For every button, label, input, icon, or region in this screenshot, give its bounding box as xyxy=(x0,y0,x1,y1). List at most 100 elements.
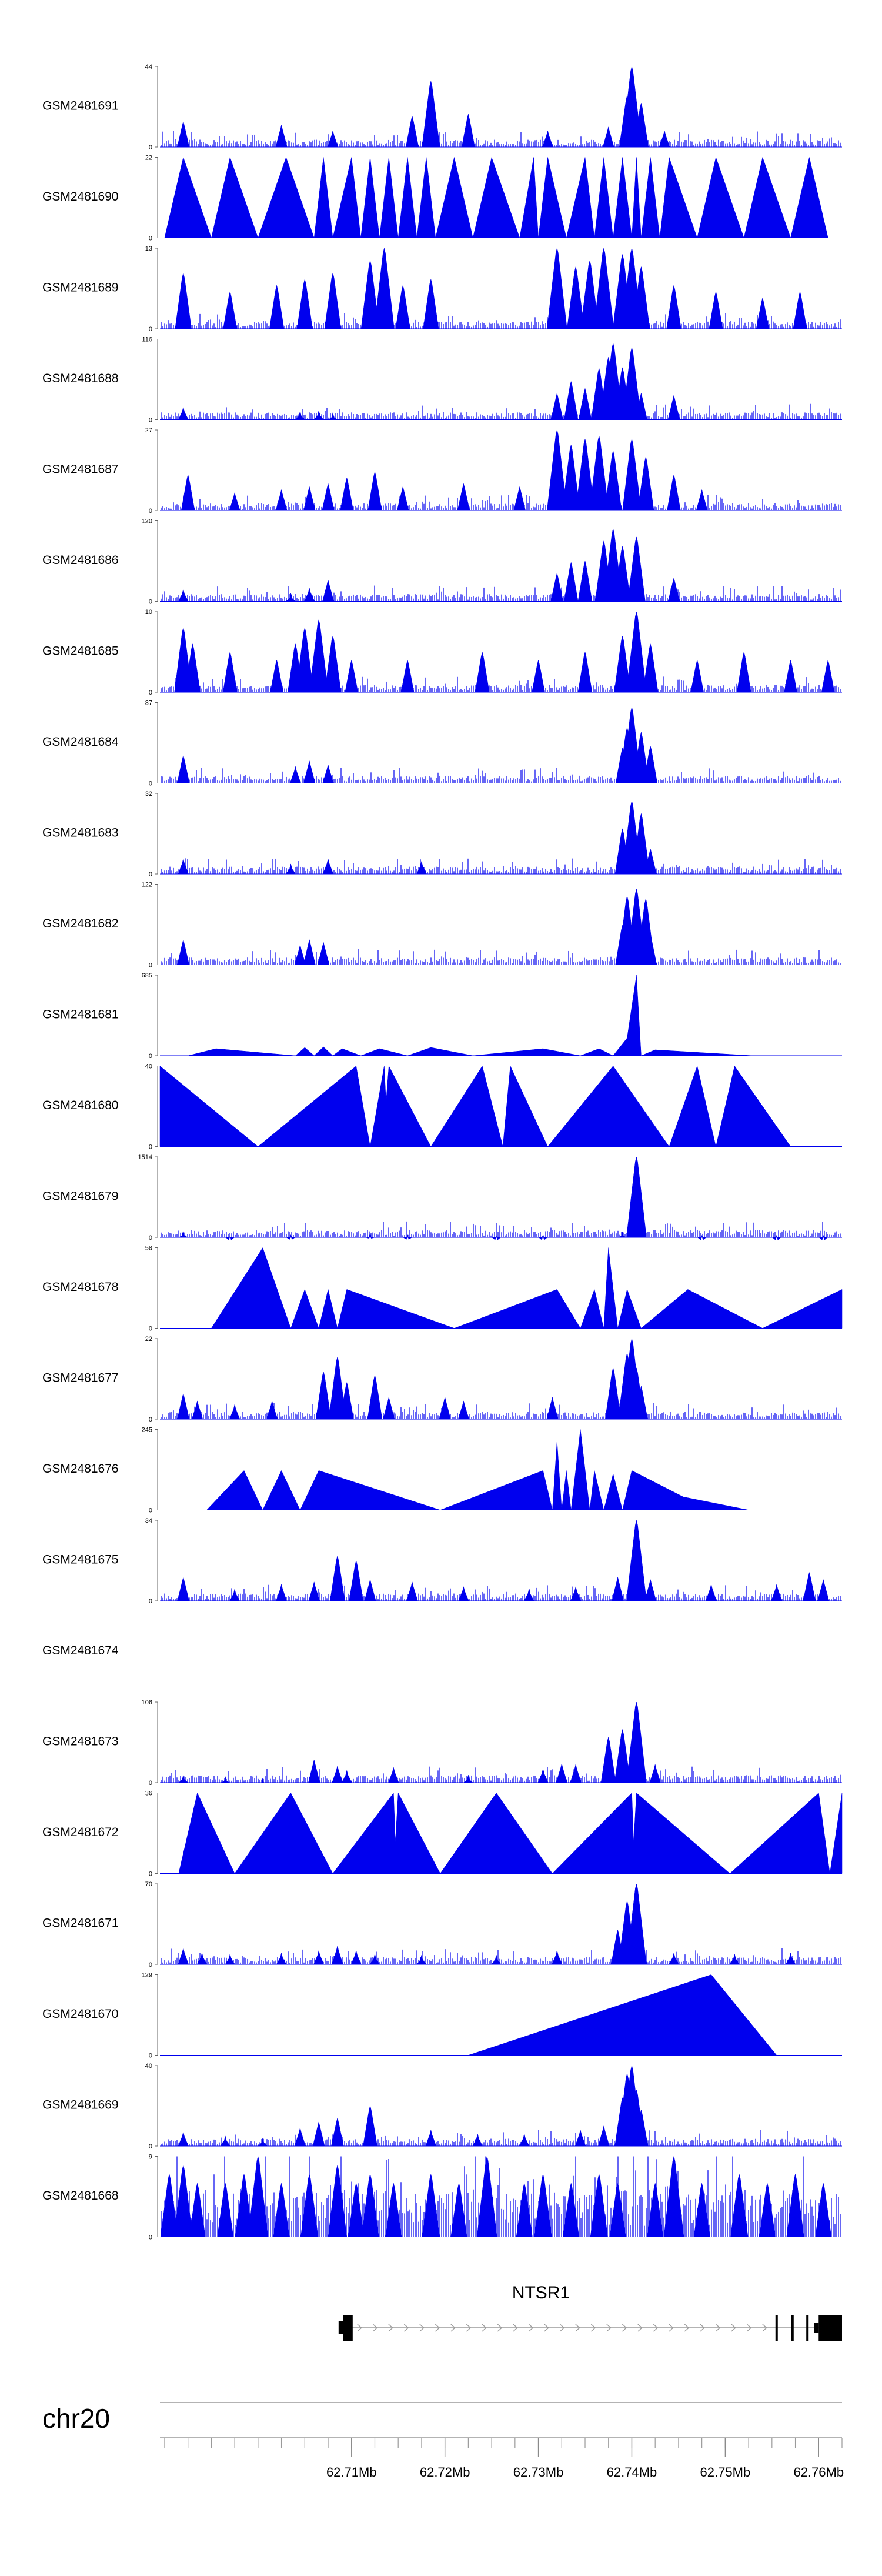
y-axis-zero-label: 0 xyxy=(149,689,152,696)
coverage-peak xyxy=(690,660,704,693)
coverage-peak xyxy=(176,755,190,783)
coverage-peak xyxy=(570,1586,582,1601)
track-label: GSM2481691 xyxy=(42,99,119,113)
y-axis-zero-label: 0 xyxy=(149,599,152,606)
coverage-peak xyxy=(771,1584,783,1601)
coverage-peak xyxy=(736,652,751,693)
coverage-peak xyxy=(178,859,189,875)
coverage-noise xyxy=(161,1221,841,1237)
y-axis-max-label: 116 xyxy=(142,336,152,343)
track-label: GSM2481679 xyxy=(42,1190,119,1203)
coverage-noise xyxy=(161,1584,841,1601)
coverage-peak xyxy=(295,411,305,420)
coverage-peak xyxy=(513,486,526,511)
y-axis-max-label: 13 xyxy=(145,245,152,252)
track-label: GSM2481688 xyxy=(42,372,119,385)
coverage-peak xyxy=(538,1235,548,1240)
coverage-peak xyxy=(223,291,238,329)
coverage-peak xyxy=(178,1231,188,1238)
coverage-peak xyxy=(374,248,395,329)
coverage-peak xyxy=(225,1235,235,1240)
coverage-peak xyxy=(589,436,609,511)
coverage-peak xyxy=(457,483,470,511)
coverage-peak xyxy=(492,1235,501,1240)
coverage-peak xyxy=(185,643,201,693)
coverage-peak xyxy=(550,573,564,602)
y-axis-max-label: 27 xyxy=(145,427,152,434)
track-label: GSM2481673 xyxy=(42,1735,119,1749)
coverage-peak xyxy=(177,1577,190,1601)
coverage-peak xyxy=(222,652,238,693)
track-label: GSM2481684 xyxy=(42,735,119,749)
coverage-peak xyxy=(818,1235,828,1240)
coverage-peak xyxy=(578,388,592,420)
coverage-peak xyxy=(633,103,649,148)
coverage-peak xyxy=(177,939,190,965)
coverage-peak xyxy=(637,456,654,511)
coverage-peak xyxy=(402,1234,413,1240)
coverage-peak xyxy=(564,562,579,602)
coverage-peak xyxy=(340,1382,354,1420)
y-axis-zero-label: 0 xyxy=(149,1326,152,1333)
track-GSM2481690: GSM2481690 22 0 xyxy=(42,155,842,242)
coverage-noise xyxy=(161,768,841,783)
track-label: GSM2481687 xyxy=(42,463,119,476)
coverage-peak xyxy=(349,1560,363,1601)
coverage-peak xyxy=(229,1404,240,1420)
coverage-peak xyxy=(383,1397,395,1420)
coverage-peak xyxy=(564,381,579,420)
coverage-peak xyxy=(634,1386,648,1420)
coverage-peak xyxy=(756,298,770,329)
coverage-peak xyxy=(317,942,330,965)
track-GSM2481686: GSM2481686 120 0 xyxy=(42,518,842,606)
coverage-tracks: GSM2481691440GSM2481690220GSM2481689130G… xyxy=(42,64,843,2241)
track-label: GSM2481690 xyxy=(42,190,119,203)
track-label: GSM2481683 xyxy=(42,826,119,840)
coverage-peak xyxy=(626,1156,647,1238)
track-label: GSM2481680 xyxy=(42,1099,119,1112)
y-axis-max-label: 245 xyxy=(142,1427,152,1434)
coverage-peak xyxy=(177,121,190,148)
coverage-peak xyxy=(328,412,338,420)
coverage-peak xyxy=(546,1397,559,1420)
coverage-peak xyxy=(304,588,315,602)
y-axis-max-label: 22 xyxy=(145,1336,152,1343)
coverage-peak xyxy=(322,579,335,602)
y-axis-zero-label: 0 xyxy=(149,1144,152,1151)
y-axis-zero-label: 0 xyxy=(149,1234,152,1242)
coverage-peak xyxy=(191,1400,203,1420)
coverage-peak xyxy=(439,1397,451,1420)
y-axis-zero-label: 0 xyxy=(149,235,152,242)
track-label: GSM2481681 xyxy=(42,1008,119,1022)
coverage-peak xyxy=(577,560,593,602)
coverage-peak xyxy=(642,643,659,693)
coverage-peak xyxy=(322,859,334,875)
coverage-peak xyxy=(396,486,409,511)
coverage-peak xyxy=(294,945,306,965)
track-GSM2481673: GSM2481673 106 0 xyxy=(42,1699,842,1787)
coverage-peak xyxy=(327,130,339,148)
coverage-peak xyxy=(285,593,296,602)
coverage-peak xyxy=(706,1584,717,1601)
coverage-peak xyxy=(793,291,807,329)
y-axis-zero-label: 0 xyxy=(149,417,152,424)
y-axis-max-label: 120 xyxy=(142,518,152,525)
coverage-peak xyxy=(340,478,354,511)
coverage-peak xyxy=(622,439,642,511)
track-GSM2481679: GSM2481679 1514 0 xyxy=(42,1154,842,1242)
coverage-peak xyxy=(627,536,646,602)
coverage-peak xyxy=(177,1393,190,1420)
track-GSM2481684: GSM2481684 87 0 xyxy=(42,700,842,788)
coverage-peak xyxy=(276,1584,287,1601)
y-axis-zero-label: 0 xyxy=(149,871,152,878)
coverage-area xyxy=(164,156,828,239)
track-GSM2481685: GSM2481685 10 0 xyxy=(42,609,842,696)
track-label: GSM2481675 xyxy=(42,1553,119,1567)
coverage-peak xyxy=(667,395,680,420)
coverage-noise xyxy=(161,1403,841,1419)
coverage-peak xyxy=(626,1520,647,1601)
track-label: GSM2481676 xyxy=(42,1462,119,1476)
coverage-peak xyxy=(181,475,195,511)
coverage-peak xyxy=(821,660,835,693)
coverage-peak xyxy=(366,1233,375,1239)
